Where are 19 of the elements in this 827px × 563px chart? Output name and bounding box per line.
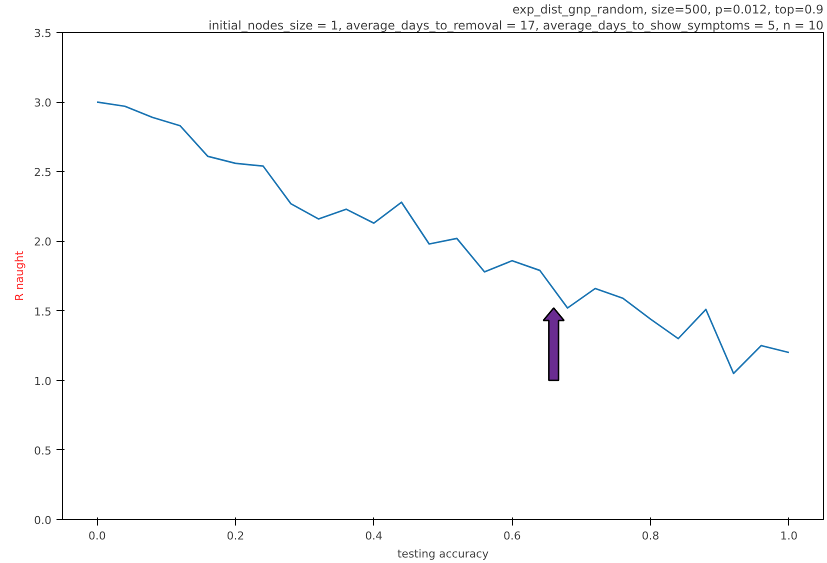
x-tick-label: 0.2 [226,530,244,542]
x-axis-title: testing accuracy [397,548,490,560]
x-tick-label: 0.8 [642,530,660,542]
chart-subtitle: initial_nodes_size = 1, average_days_to_removal = 17, average_days_to_show_symptoms = 5, n = 10 [208,18,824,32]
y-tick-label: 0.5 [34,444,52,458]
y-axis-title: R naught [13,250,26,302]
y-tick-label: 3.5 [34,27,52,40]
y-tick-label: 1.0 [34,374,52,388]
y-tick-label: 3.0 [34,96,52,110]
y-tick-label: 2.5 [34,166,52,180]
y-tick-label: 1.5 [34,305,52,318]
x-tick-label: 0.6 [503,530,521,542]
y-tick-label: 2.0 [34,236,52,249]
chart-title: exp_dist_gnp_random, size=500, p=0.012, top=0.9 [512,2,824,16]
y-tick-label: 0.0 [34,514,52,527]
line-series [96,101,790,374]
x-tick-label: 1.0 [780,530,798,542]
x-tick-label: 0.4 [365,530,383,542]
x-tick-label: 0.0 [88,530,106,542]
